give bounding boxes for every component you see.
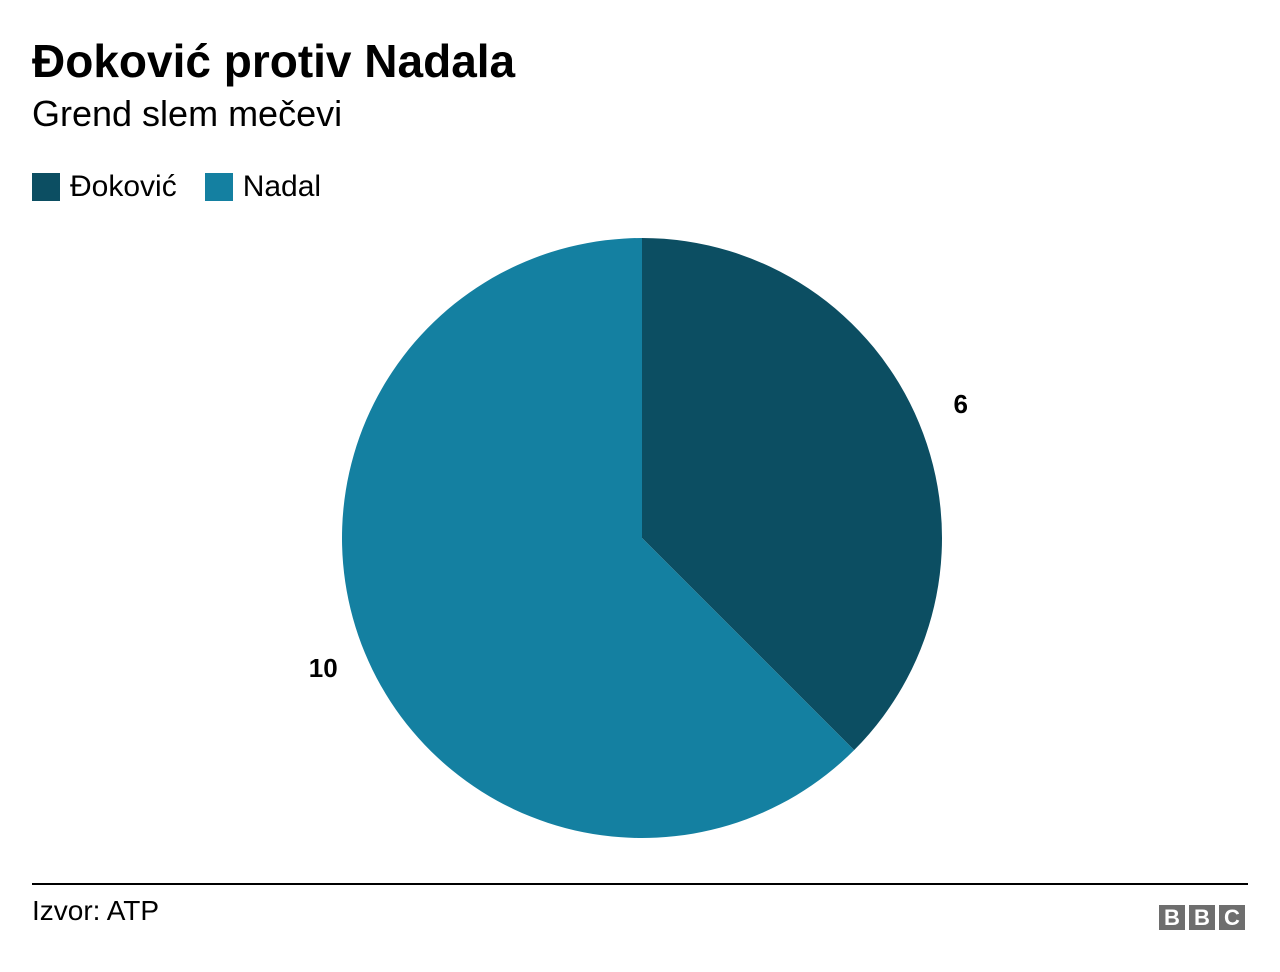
- chart-subtitle: Grend slem mečevi: [32, 93, 343, 134]
- data-label: 6: [954, 389, 968, 419]
- legend-swatch: [32, 173, 60, 201]
- legend-swatch: [204, 173, 233, 201]
- legend-item-nadal: Nadal: [204, 170, 322, 204]
- legend-label: Nadal: [242, 170, 322, 203]
- chart-title: Đoković protiv Nadala: [32, 35, 516, 87]
- legend-label: Đoković: [70, 170, 177, 203]
- legend-item-djokovic: Đoković: [32, 170, 177, 204]
- data-label: 10: [309, 653, 338, 683]
- pie-slice-1: [341, 238, 855, 838]
- legend: Đoković Nadal: [32, 170, 349, 204]
- pie-slice-0: [642, 238, 942, 751]
- footer-divider: [32, 883, 1248, 885]
- source-text: Izvor: ATP: [32, 895, 160, 926]
